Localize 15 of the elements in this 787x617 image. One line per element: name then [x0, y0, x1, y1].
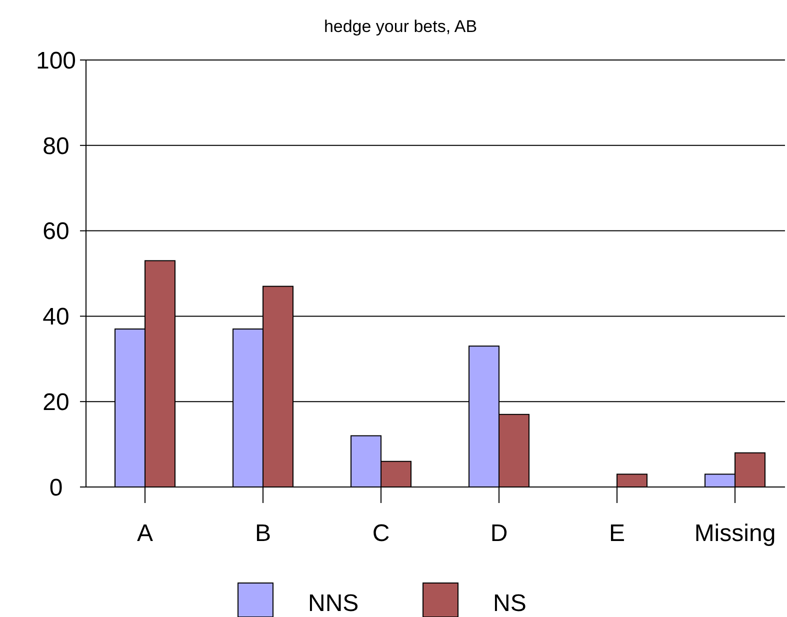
x-tick-label: E: [608, 520, 626, 547]
x-tick-label: C: [372, 520, 390, 547]
x-tick-label: A: [136, 520, 154, 547]
y-tick-label: 100: [36, 47, 76, 74]
x-tick-label: B: [254, 520, 272, 547]
y-tick-label: 40: [42, 304, 70, 331]
x-tick-label: D: [490, 520, 508, 547]
y-tick-label: 20: [42, 389, 70, 416]
legend-label: NNS: [308, 590, 359, 617]
chart-title: hedge your bets, AB: [324, 17, 478, 36]
legend-label: NS: [493, 590, 526, 617]
y-tick-label: 60: [42, 218, 70, 246]
y-tick-label: 0: [49, 474, 63, 502]
y-tick-label: 80: [42, 132, 70, 160]
x-tick-label: Missing: [694, 520, 776, 547]
